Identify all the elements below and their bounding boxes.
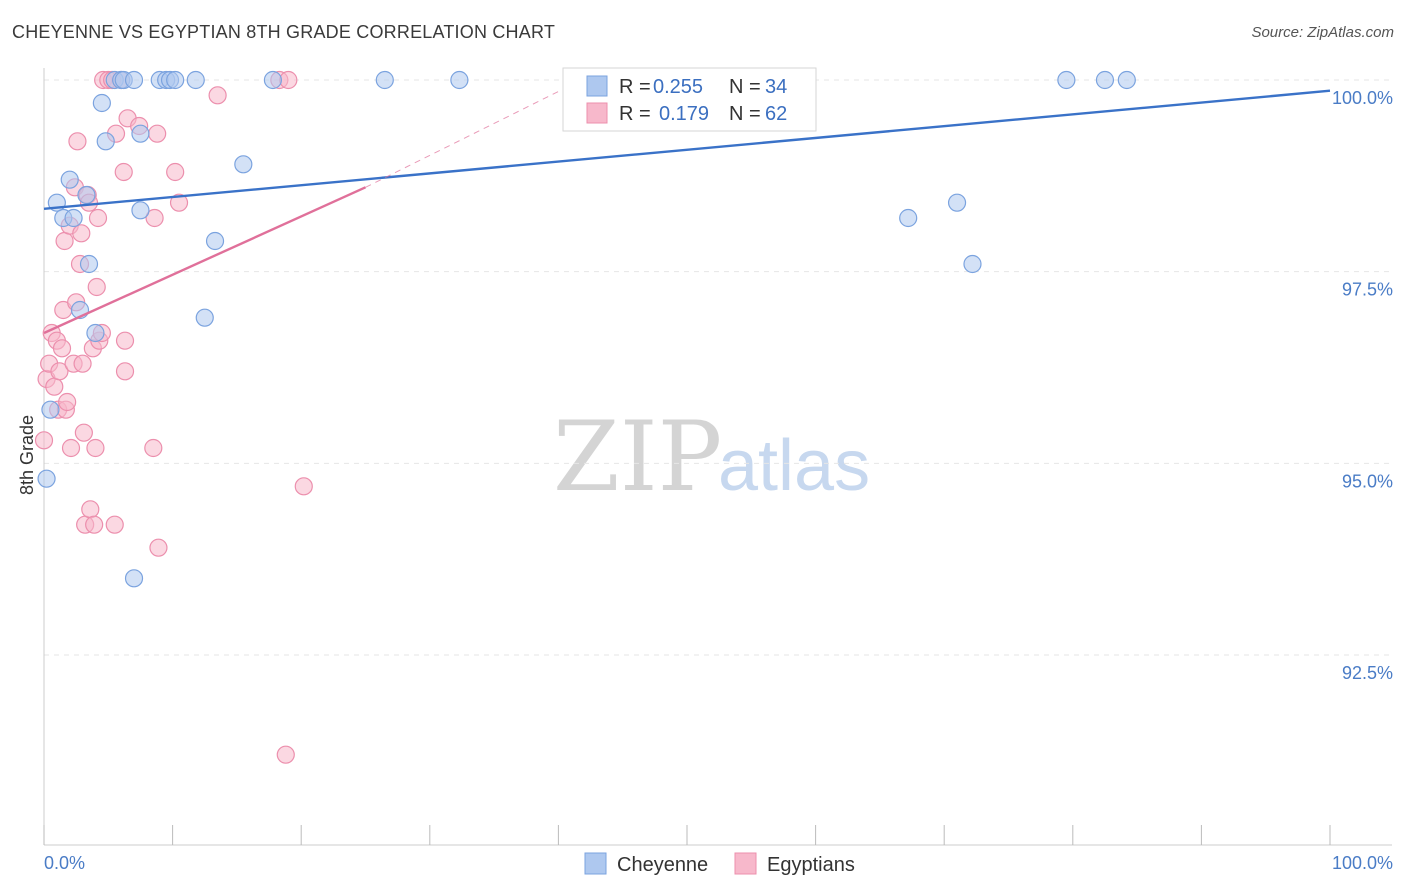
chart-title: CHEYENNE VS EGYPTIAN 8TH GRADE CORRELATI… [12, 22, 556, 42]
egyptians-point-42 [115, 362, 135, 381]
egyptians-point-29 [86, 438, 105, 458]
stats-legend: R = 0.255 N = 34 R = 0.179 N = 62 [562, 67, 817, 132]
cheyenne-point-31 [947, 193, 967, 212]
cheyenne-point-18 [131, 124, 150, 143]
cheyenne-trend-line [43, 89, 1331, 210]
cheyenne-point-7 [77, 185, 96, 205]
cheyenne-point-26 [234, 155, 253, 174]
egyptians-point-45 [144, 438, 163, 458]
egyptians-point-54 [276, 745, 295, 764]
cheyenne-point-28 [375, 70, 394, 90]
cheyenne-point-35 [1117, 70, 1136, 90]
bottom-legend-label-cheyenne: Cheyenne [617, 854, 708, 876]
egyptians-point-8 [52, 339, 72, 358]
cheyenne-point-17 [131, 201, 150, 220]
y-tick-label-2: 97.5% [1342, 280, 1393, 300]
legend-r-value-egyptians: 0.179 [659, 103, 709, 125]
cheyenne-point-33 [1057, 70, 1076, 90]
cheyenne-point-30 [899, 208, 918, 228]
cheyenne-point-10 [92, 93, 111, 113]
legend-r-label-cheyenne: R = [619, 76, 651, 98]
egyptians-point-51 [208, 86, 227, 105]
watermark-zip: ZIP [553, 401, 722, 513]
egyptians-point-46 [145, 208, 164, 228]
egyptians-point-22 [74, 423, 93, 442]
cheyenne-point-22 [166, 70, 185, 90]
egyptians-point-18 [68, 132, 87, 151]
x-tick-label-max: 100.0% [1332, 853, 1393, 873]
legend-n-label-cheyenne: N = [729, 76, 761, 98]
cheyenne-point-23 [186, 70, 205, 90]
cheyenne-point-29 [450, 70, 469, 90]
legend-swatch-egyptians [586, 102, 608, 124]
egyptians-point-48 [149, 538, 168, 557]
y-tick-labels: 92.5% 95.0% 97.5% 100.0% [1332, 88, 1393, 683]
egyptians-trend-line [43, 186, 366, 335]
egyptians-point-41 [115, 331, 135, 350]
egyptians-point-4 [45, 377, 64, 396]
egyptians-point-0 [34, 431, 54, 450]
cheyenne-point-4 [60, 170, 79, 189]
axes [43, 68, 1392, 846]
watermark: ZIP atlas [553, 401, 870, 513]
egyptians-point-14 [61, 438, 81, 458]
y-tick-label-1: 95.0% [1342, 471, 1393, 491]
cheyenne-points [37, 70, 1136, 588]
egyptians-point-12 [58, 392, 77, 412]
egyptians-point-28 [85, 515, 104, 534]
egyptians-point-7 [50, 362, 69, 381]
egyptians-point-20 [72, 224, 91, 243]
cheyenne-point-25 [205, 231, 225, 251]
cheyenne-point-5 [64, 208, 83, 228]
watermark-atlas: atlas [718, 426, 870, 506]
source-credit: Source: ZipAtlas.com [1251, 24, 1394, 41]
x-tick-label-min: 0.0% [44, 853, 85, 873]
egyptians-trend-extension [365, 91, 559, 188]
x-tick-labels: 0.0% 100.0% [44, 853, 1393, 873]
cheyenne-point-0 [37, 469, 56, 488]
egyptians-point-53 [279, 70, 298, 90]
egyptians-point-49 [166, 162, 185, 182]
bottom-legend-swatch-egyptians [734, 852, 757, 875]
egyptians-point-47 [148, 124, 167, 143]
cheyenne-point-16 [124, 70, 144, 90]
cheyenne-point-32 [963, 254, 982, 274]
legend-n-label-egyptians: N = [729, 103, 761, 125]
egyptians-point-31 [88, 208, 108, 228]
egyptians-point-40 [114, 162, 133, 182]
cheyenne-point-24 [195, 308, 214, 327]
legend-n-value-cheyenne: 34 [765, 76, 787, 98]
egyptians-point-50 [169, 193, 189, 212]
legend-n-value-egyptians: 62 [765, 103, 787, 125]
egyptians-point-10 [55, 231, 74, 251]
egyptians-point-55 [294, 477, 313, 496]
trend-lines [43, 89, 1331, 335]
cheyenne-point-27 [263, 70, 283, 90]
egyptians-point-30 [87, 277, 106, 297]
y-tick-label-3: 100.0% [1332, 88, 1393, 108]
egyptians-point-26 [81, 500, 100, 519]
egyptians-point-21 [73, 354, 92, 373]
cheyenne-point-1 [41, 400, 60, 419]
legend-r-value-cheyenne: 0.255 [653, 76, 703, 98]
cheyenne-point-34 [1095, 70, 1115, 90]
series-legend: Cheyenne Egyptians [584, 852, 855, 876]
cheyenne-point-11 [96, 132, 115, 151]
legend-r-label-egyptians: R = [619, 103, 651, 125]
y-tick-label-0: 92.5% [1342, 663, 1393, 683]
bottom-legend-label-egyptians: Egyptians [767, 854, 855, 876]
cheyenne-point-8 [79, 254, 99, 274]
cheyenne-point-9 [86, 323, 105, 343]
bottom-legend-swatch-cheyenne [584, 852, 607, 875]
y-axis-label: 8th Grade [17, 415, 37, 495]
cheyenne-point-14 [124, 569, 144, 588]
legend-swatch-cheyenne [586, 75, 608, 97]
egyptians-point-37 [105, 515, 124, 534]
